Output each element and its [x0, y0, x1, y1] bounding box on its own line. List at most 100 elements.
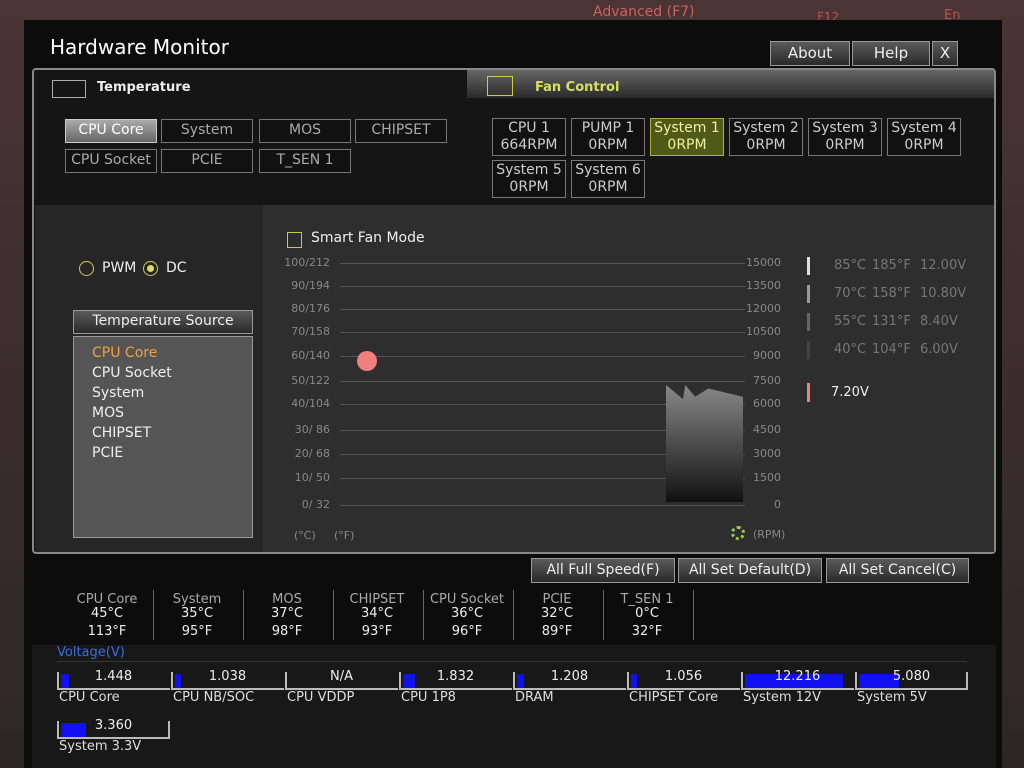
level-c: 55°C	[834, 314, 867, 329]
grid-line	[340, 430, 745, 431]
voltage-fill	[61, 723, 86, 737]
fan-button[interactable]: CPU 1 664RPM	[492, 118, 566, 156]
voltage-name: CPU NB/SOC	[173, 690, 255, 705]
level-f: 158°F	[872, 286, 911, 301]
temp-tab[interactable]: Temperature	[97, 80, 191, 95]
fan-button[interactable]: PUMP 1 0RPM	[571, 118, 645, 156]
reading-name: T_SEN 1	[620, 592, 674, 607]
source-item[interactable]: System	[92, 385, 145, 401]
level-c: 40°C	[834, 342, 867, 357]
fan-button[interactable]: System 4 0RPM	[887, 118, 961, 156]
fan-name: System 2	[733, 120, 799, 136]
action-button[interactable]: All Full Speed(F)	[531, 558, 675, 583]
voltage-underline	[57, 661, 967, 662]
smart-fan-checkbox[interactable]	[287, 232, 302, 248]
fan-button[interactable]: System 3 0RPM	[808, 118, 882, 156]
reading-name: CPU Core	[76, 592, 138, 607]
smart-fan-label: Smart Fan Mode	[311, 230, 425, 246]
voltage-value: 3.360	[94, 718, 133, 733]
voltage-name: CHIPSET Core	[629, 690, 719, 705]
sensor-button[interactable]: System	[161, 119, 253, 143]
fan-name: System 6	[575, 162, 641, 178]
source-item[interactable]: MOS	[92, 405, 124, 421]
sensor-button[interactable]: CPU Core	[65, 119, 157, 143]
voltage-name: System 5V	[857, 690, 927, 705]
fan-name: PUMP 1	[581, 120, 635, 136]
fan-speed: 0RPM	[588, 137, 628, 153]
reading-f: 93°F	[361, 624, 393, 639]
window-button[interactable]: X	[932, 41, 958, 66]
pwm-radio[interactable]	[79, 261, 94, 276]
sensor-button[interactable]: MOS	[259, 119, 351, 143]
right-tick: 6000	[753, 397, 781, 410]
voltage-bracket	[171, 672, 284, 690]
current-bar	[807, 383, 810, 402]
grid-line	[340, 454, 745, 455]
left-tick: 90/194	[291, 279, 330, 292]
level-bar	[807, 285, 810, 303]
voltage-bracket	[855, 672, 968, 690]
reading-f: 96°F	[451, 624, 483, 639]
left-tick: 80/176	[291, 302, 330, 315]
voltage-bracket	[57, 672, 170, 690]
sensor-button[interactable]: T_SEN 1	[259, 149, 351, 173]
right-tick: 12000	[746, 302, 781, 315]
fan-button[interactable]: System 5 0RPM	[492, 160, 566, 198]
window-button[interactable]: About	[770, 41, 850, 66]
action-button[interactable]: All Set Cancel(C)	[826, 558, 969, 583]
sensor-button[interactable]: CHIPSET	[355, 119, 447, 143]
action-button[interactable]: All Set Default(D)	[678, 558, 822, 583]
fan-speed: 664RPM	[500, 137, 558, 153]
fan-speed: 0RPM	[509, 179, 549, 195]
level-bar	[807, 341, 810, 359]
fan-button[interactable]: System 6 0RPM	[571, 160, 645, 198]
left-tick: 60/140	[291, 349, 330, 362]
level-bar	[807, 313, 810, 331]
voltage-name: DRAM	[515, 690, 554, 705]
fan-speed: 0RPM	[667, 137, 707, 153]
left-tick: 10/ 50	[294, 471, 330, 484]
dc-radio[interactable]	[143, 261, 158, 276]
reading-c: 32°C	[540, 606, 574, 621]
source-item[interactable]: PCIE	[92, 445, 124, 461]
grid-line	[340, 478, 745, 479]
level-c: 85°C	[834, 258, 867, 273]
fan-button[interactable]: System 1 0RPM	[650, 118, 724, 156]
grid-line	[340, 332, 745, 333]
reading-c: 34°C	[360, 606, 394, 621]
source-item[interactable]: CPU Socket	[92, 365, 172, 381]
voltage-fill	[859, 674, 899, 688]
right-tick: 9000	[753, 349, 781, 362]
grid-line	[340, 356, 745, 357]
voltage-fill	[517, 674, 524, 688]
reading-divider	[513, 590, 514, 640]
right-tick: 3000	[753, 447, 781, 460]
window-button[interactable]: Help	[852, 41, 930, 66]
right-tick: 1500	[753, 471, 781, 484]
level-f: 104°F	[872, 342, 911, 357]
voltage-value: 1.056	[664, 669, 703, 684]
sensor-button[interactable]: CPU Socket	[65, 149, 157, 173]
voltage-name: CPU VDDP	[287, 690, 355, 705]
right-tick: 7500	[753, 374, 781, 387]
fan-name: System 3	[812, 120, 878, 136]
fan-button[interactable]: System 2 0RPM	[729, 118, 803, 156]
left-tick: 100/212	[284, 256, 330, 269]
reading-name: PCIE	[542, 592, 572, 607]
source-list	[73, 336, 253, 538]
voltage-fill	[745, 674, 843, 688]
fan-speed: 0RPM	[746, 137, 786, 153]
left-tick: 70/158	[291, 325, 330, 338]
voltage-bracket	[513, 672, 626, 690]
source-item[interactable]: CPU Core	[92, 345, 158, 361]
fan-tab[interactable]: Fan Control	[535, 80, 620, 95]
grid-line	[340, 263, 745, 264]
reading-c: 0°C	[635, 606, 659, 621]
source-item[interactable]: CHIPSET	[92, 425, 152, 441]
fan-curve-area	[666, 385, 743, 502]
sensor-button[interactable]: PCIE	[161, 149, 253, 173]
level-c: 70°C	[834, 286, 867, 301]
voltage-fill	[631, 674, 637, 688]
reading-divider	[333, 590, 334, 640]
voltage-value: 12.216	[774, 669, 821, 684]
